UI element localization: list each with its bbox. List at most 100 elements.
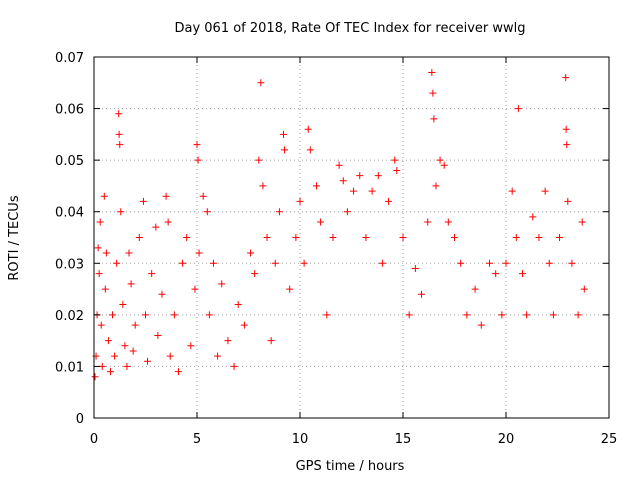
data-point (199, 192, 207, 200)
data-point (94, 244, 102, 252)
data-point (121, 342, 129, 350)
data-point (374, 172, 382, 180)
data-point (529, 213, 537, 221)
data-point (195, 249, 203, 257)
data-point (218, 280, 226, 288)
y-tick-label: 0.04 (55, 206, 84, 221)
data-point (339, 177, 347, 185)
data-point (356, 172, 364, 180)
data-point (224, 337, 232, 345)
data-point (117, 208, 125, 216)
data-point (164, 218, 172, 226)
data-point (187, 342, 195, 350)
data-point (230, 362, 238, 370)
data-point (109, 311, 117, 319)
data-point (191, 285, 199, 293)
data-point (457, 259, 465, 267)
data-points (91, 68, 588, 381)
data-point (125, 249, 133, 257)
data-point (508, 187, 516, 195)
data-point (267, 337, 275, 345)
data-point (444, 218, 452, 226)
data-point (502, 259, 510, 267)
data-point (123, 362, 131, 370)
data-point (119, 301, 127, 309)
data-point (281, 146, 289, 154)
data-point (144, 357, 152, 365)
data-point (280, 130, 288, 138)
data-point (263, 234, 271, 241)
data-point (306, 146, 314, 154)
data-point (317, 218, 325, 226)
data-point (304, 125, 312, 133)
data-point (432, 182, 440, 190)
data-point (100, 192, 108, 200)
x-tick-label: 20 (498, 432, 515, 447)
data-point (578, 218, 586, 226)
data-point (535, 234, 543, 241)
data-point (514, 105, 522, 113)
data-point (428, 68, 436, 76)
x-tick-label: 5 (193, 432, 201, 447)
x-tick-label: 25 (601, 432, 618, 447)
data-point (127, 280, 135, 288)
data-point (286, 285, 294, 293)
data-point (343, 208, 351, 216)
data-point (257, 79, 265, 87)
data-point (234, 301, 242, 309)
axis-ticks (93, 56, 610, 419)
data-point (440, 161, 448, 169)
y-axis-label: ROTI / TECUs (7, 195, 22, 280)
data-point (205, 311, 213, 319)
data-point (179, 259, 187, 267)
data-point (335, 161, 343, 169)
data-point (405, 311, 413, 319)
data-point (106, 368, 114, 376)
data-point (170, 311, 178, 319)
x-tick-label: 10 (292, 432, 309, 447)
data-point (498, 311, 506, 319)
data-point (385, 197, 393, 205)
data-point (541, 187, 549, 195)
data-point (492, 270, 500, 278)
y-tick-label: 0.01 (55, 360, 84, 375)
data-point (247, 249, 255, 257)
x-tick-label: 0 (90, 432, 98, 447)
data-point (418, 290, 426, 298)
data-point (95, 270, 103, 278)
data-point (135, 234, 143, 241)
data-point (142, 311, 149, 319)
y-tick-label: 0 (76, 412, 84, 427)
data-point (194, 156, 202, 164)
y-tick-labels: 0 0.01 0.02 0.03 0.04 0.05 0.06 0.07 (55, 51, 84, 427)
y-tick-label: 0.05 (55, 154, 84, 169)
data-point (471, 285, 479, 293)
data-point (174, 368, 182, 376)
data-point (166, 352, 174, 360)
data-point (152, 223, 160, 231)
data-point (97, 321, 105, 329)
data-point (562, 74, 570, 82)
data-point (574, 311, 582, 319)
data-point (563, 141, 571, 149)
data-point (104, 337, 112, 345)
data-point (411, 264, 419, 272)
data-point (158, 290, 166, 298)
data-point (378, 259, 386, 267)
data-point (350, 187, 358, 195)
x-axis-label: GPS time / hours (296, 459, 405, 474)
data-point (113, 259, 121, 267)
plot-frame (93, 56, 610, 419)
data-point (430, 115, 438, 123)
data-point (549, 311, 557, 319)
data-point (255, 156, 263, 164)
data-point (111, 352, 119, 360)
data-point (271, 259, 279, 267)
data-point (115, 130, 123, 138)
data-point (162, 192, 170, 200)
data-point (148, 270, 156, 278)
data-point (436, 156, 444, 164)
data-point (362, 234, 370, 241)
data-point (214, 352, 222, 360)
